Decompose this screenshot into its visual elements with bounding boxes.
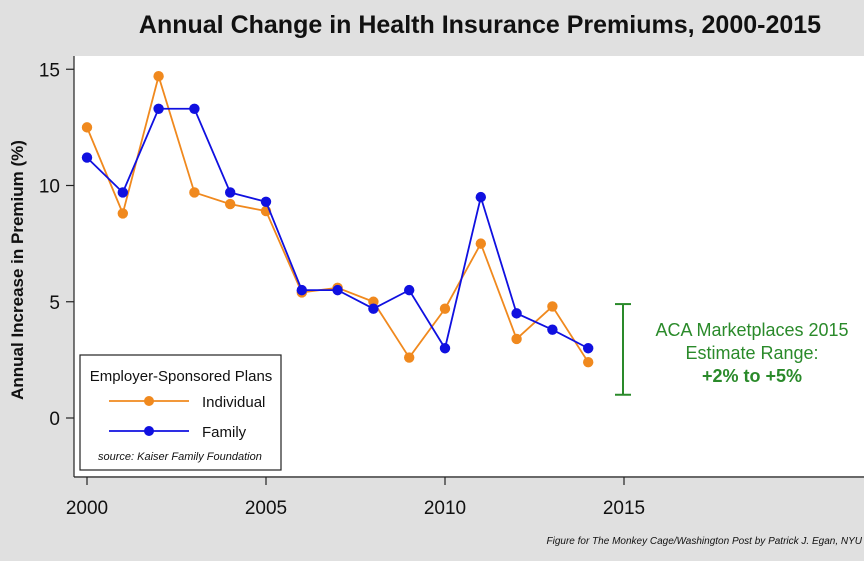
data-point-family — [475, 191, 486, 203]
data-point-family — [404, 284, 415, 296]
series-family — [81, 103, 594, 354]
legend-label-individual: Individual — [202, 394, 265, 411]
data-point-family — [368, 303, 379, 314]
data-point-family — [117, 187, 128, 198]
annotation-line-1: ACA Marketplaces 2015 — [655, 320, 848, 340]
y-tick-label: 0 — [49, 409, 60, 430]
data-point-individual — [439, 303, 451, 314]
y-tick-label: 15 — [39, 60, 60, 81]
data-point-family — [511, 308, 522, 319]
x-ticks: 2000 2005 2010 2015 — [66, 477, 645, 519]
legend-source: source: Kaiser Family Foundation — [98, 451, 262, 463]
data-point-family — [439, 343, 451, 354]
data-point-family — [332, 284, 343, 296]
data-point-individual — [583, 357, 594, 368]
chart-title: Annual Change in Health Insurance Premiu… — [139, 11, 821, 39]
data-point-individual — [189, 187, 200, 198]
data-point-family — [296, 284, 307, 296]
annotation-line-3: +2% to +5% — [702, 366, 802, 386]
data-point-individual — [547, 301, 558, 312]
y-axis-label: Annual Increase in Premium (%) — [8, 140, 27, 400]
annotation-line-2: Estimate Range: — [685, 343, 818, 363]
data-point-family — [260, 196, 272, 207]
legend-label-family: Family — [202, 424, 247, 441]
data-point-family — [189, 103, 200, 114]
x-tick-label: 2000 — [66, 498, 108, 519]
data-point-family — [583, 343, 594, 354]
data-point-individual — [475, 238, 486, 249]
x-tick-label: 2010 — [424, 498, 466, 519]
data-point-family — [225, 187, 236, 198]
legend-title: Employer-Sponsored Plans — [90, 368, 273, 385]
legend-marker-individual — [144, 396, 154, 406]
legend: Employer-Sponsored Plans Individual Fami… — [79, 354, 282, 471]
data-point-family — [547, 324, 558, 335]
data-point-family — [153, 103, 164, 114]
series-layer — [81, 71, 594, 368]
data-point-family — [81, 152, 93, 163]
data-point-individual — [117, 208, 128, 219]
data-point-individual — [81, 122, 93, 133]
data-point-individual — [225, 198, 236, 210]
y-tick-label: 10 — [39, 177, 60, 198]
x-tick-label: 2005 — [245, 498, 287, 519]
data-point-individual — [404, 352, 415, 363]
data-point-individual — [153, 71, 164, 82]
figure-credit: Figure for The Monkey Cage/Washington Po… — [546, 536, 862, 547]
aca-annotation: ACA Marketplaces 2015 Estimate Range: +2… — [615, 303, 849, 396]
legend-box — [79, 354, 282, 471]
data-point-individual — [511, 333, 522, 345]
x-tick-label: 2015 — [603, 498, 645, 519]
y-ticks: 0 5 10 15 — [39, 60, 74, 430]
y-tick-label: 5 — [49, 293, 60, 314]
legend-marker-family — [144, 426, 154, 436]
